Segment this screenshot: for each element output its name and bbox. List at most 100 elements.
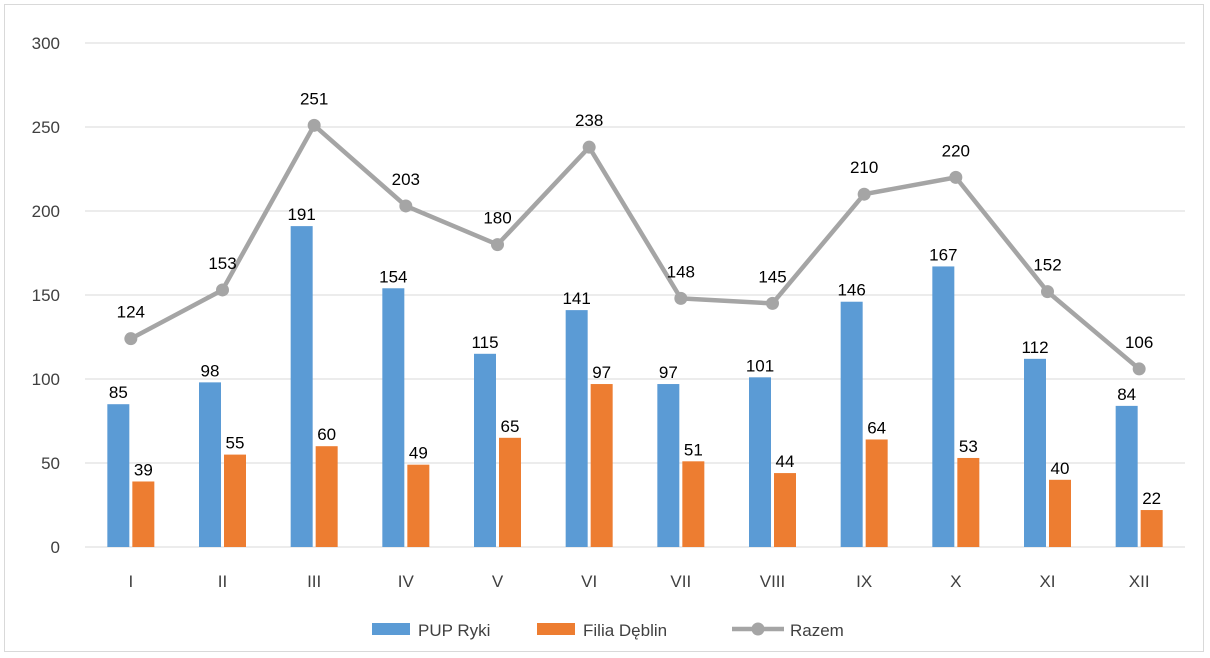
- bar-pup-ryki: [932, 266, 955, 547]
- data-label: 124: [117, 303, 145, 322]
- bar-pup-ryki: [1115, 405, 1138, 547]
- data-label: 210: [850, 158, 878, 177]
- y-tick-label: 250: [32, 118, 60, 137]
- data-label: 141: [562, 289, 590, 308]
- data-label: 51: [684, 440, 703, 459]
- data-label: 115: [471, 333, 498, 352]
- bar-filia-deblin: [957, 457, 980, 547]
- bar-pup-ryki: [290, 226, 313, 547]
- x-tick-label: VII: [670, 572, 691, 591]
- data-label: 203: [392, 170, 420, 189]
- bar-pup-ryki: [199, 382, 221, 547]
- data-labels: 85 39 98 55 191 60 154 49 115 65 141 97 97 51 101 44 146…: [109, 89, 1161, 508]
- x-tick-label: IV: [398, 572, 415, 591]
- data-label: 60: [317, 425, 336, 444]
- x-tick-label: IX: [856, 572, 872, 591]
- legend-swatch: [537, 623, 575, 635]
- bar-filia-deblin: [865, 439, 888, 547]
- y-tick-label: 200: [32, 202, 60, 221]
- bar-pup-ryki: [565, 310, 588, 547]
- line-point: [399, 199, 413, 213]
- legend-swatch: [372, 623, 410, 635]
- data-label: 101: [746, 356, 774, 375]
- y-tick-label: 50: [41, 454, 60, 473]
- bar-filia-deblin: [774, 473, 796, 547]
- bars: [107, 226, 1163, 547]
- x-axis-ticks: I II III IV V VI VII VIII IX X XI XII: [128, 572, 1149, 591]
- bar-filia-deblin: [590, 384, 613, 547]
- x-tick-label: III: [307, 572, 321, 591]
- data-label: 148: [667, 262, 695, 281]
- x-tick-label: XI: [1039, 572, 1055, 591]
- bar-pup-ryki: [1024, 358, 1046, 547]
- y-tick-label: 100: [32, 370, 60, 389]
- bar-filia-deblin: [499, 437, 521, 547]
- data-label: 145: [758, 267, 786, 286]
- data-label: 97: [592, 363, 611, 382]
- bar-filia-deblin: [315, 446, 338, 547]
- x-tick-label: II: [218, 572, 227, 591]
- data-label: 153: [208, 254, 236, 273]
- line-razem: [129, 123, 1141, 371]
- legend-label: Razem: [790, 621, 844, 640]
- data-label: 112: [1021, 338, 1048, 357]
- line-point: [766, 296, 779, 310]
- x-tick-label: X: [950, 572, 961, 591]
- data-label: 49: [409, 444, 428, 463]
- data-label: 40: [1051, 459, 1070, 478]
- bar-filia-deblin: [682, 461, 705, 547]
- data-label: 154: [379, 267, 407, 286]
- data-label: 238: [575, 111, 603, 130]
- data-label: 44: [776, 452, 795, 471]
- bar-pup-ryki: [107, 404, 130, 547]
- bar-pup-ryki: [840, 301, 863, 547]
- y-axis-ticks: 0 50 100 150 200 250 300: [32, 34, 60, 557]
- data-label: 220: [942, 141, 970, 160]
- data-label: 180: [483, 209, 511, 228]
- y-tick-label: 150: [32, 286, 60, 305]
- line-point: [949, 170, 963, 184]
- bar-pup-ryki: [382, 288, 405, 547]
- legend-marker: [751, 622, 765, 636]
- data-label: 98: [201, 361, 220, 380]
- data-label: 251: [300, 89, 328, 108]
- data-label: 85: [109, 383, 128, 402]
- data-label: 39: [134, 460, 153, 479]
- gridlines: [85, 42, 1185, 548]
- bar-pup-ryki: [474, 353, 496, 547]
- x-tick-label: VIII: [760, 572, 786, 591]
- x-tick-label: XII: [1129, 572, 1150, 591]
- x-tick-label: I: [128, 572, 133, 591]
- data-label: 55: [226, 434, 245, 453]
- line-point: [307, 118, 321, 132]
- bar-filia-deblin: [1049, 479, 1071, 547]
- data-label: 97: [659, 363, 678, 382]
- legend: PUP Ryki Filia Dęblin Razem: [372, 621, 844, 640]
- bar-filia-deblin: [1140, 510, 1163, 547]
- data-label: 22: [1142, 489, 1161, 508]
- bar-pup-ryki: [657, 384, 680, 547]
- legend-label: PUP Ryki: [418, 621, 490, 640]
- line-point: [491, 238, 504, 252]
- bar-filia-deblin: [224, 454, 246, 547]
- line-point: [582, 140, 596, 154]
- data-label: 191: [287, 205, 315, 224]
- line-point: [857, 187, 871, 201]
- data-label: 64: [867, 418, 886, 437]
- data-label: 146: [837, 281, 865, 300]
- y-tick-label: 300: [32, 34, 60, 53]
- x-tick-label: V: [492, 572, 504, 591]
- data-label: 106: [1125, 333, 1153, 352]
- line-point: [1041, 285, 1054, 299]
- data-label: 84: [1117, 385, 1136, 404]
- data-label: 167: [929, 245, 957, 264]
- data-label: 152: [1033, 256, 1061, 275]
- x-tick-label: VI: [581, 572, 597, 591]
- bar-pup-ryki: [749, 377, 771, 547]
- bar-filia-deblin: [132, 481, 155, 547]
- data-label: 65: [501, 417, 520, 436]
- line-point: [216, 283, 229, 297]
- legend-label: Filia Dęblin: [583, 621, 667, 640]
- line-point: [124, 332, 138, 346]
